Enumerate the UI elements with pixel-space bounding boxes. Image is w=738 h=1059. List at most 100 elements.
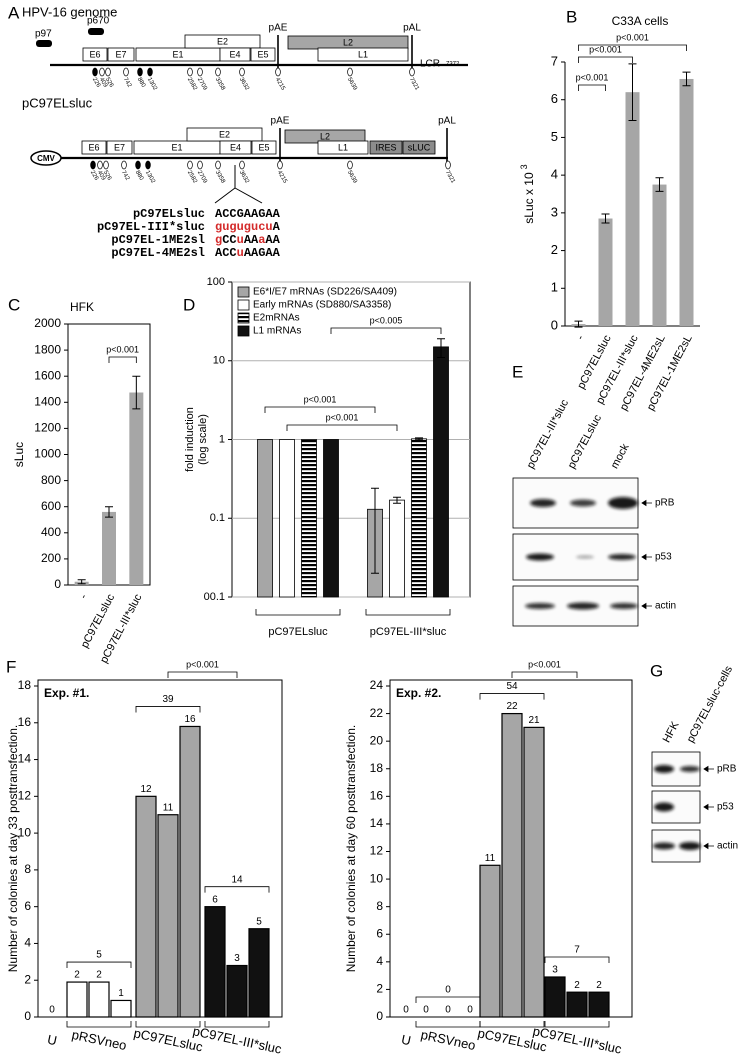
bar [411,438,427,598]
blot-band [654,802,674,812]
bar [598,218,613,326]
legend-swatch [237,299,250,311]
annotation: p<0.001 [106,344,139,354]
sequence-segment: ACCGAAGAA [215,207,281,221]
sequence-segment: u [237,246,244,260]
splice-site [121,160,127,170]
value-label: 1 [118,988,124,999]
value-label: 3 [234,953,240,964]
orf-box [250,47,276,62]
y-tick-label: 1600 [34,368,61,382]
group-total: 14 [231,874,243,885]
blot-band [608,497,638,509]
splice-site [92,67,98,77]
connector [214,187,236,204]
bracket [135,706,201,713]
bracket [255,609,341,616]
orf-label: E2 [219,129,230,139]
splice-site [215,67,221,77]
y-axis-label: sLuc x 10 3 [519,164,536,223]
y-tick-label: 14 [370,816,384,830]
bar [248,928,270,1018]
blot-band [570,499,596,507]
polya-label: pAL [403,23,421,34]
legend-swatch [237,286,250,298]
sequence-segment: AA [265,233,280,247]
y-tick-label: 7 [551,53,558,68]
bracket [66,1021,132,1028]
value-label: 21 [528,715,540,726]
site-number: 3632 [238,170,250,185]
protein-label: actin [655,601,676,612]
blot-band [567,602,599,610]
bar [226,964,248,1018]
chart-title: C33A cells [612,14,669,28]
y-tick-label: 1000 [34,447,61,461]
site-number: 4215 [274,77,286,92]
splice-site [239,160,245,170]
blot-band [576,555,594,559]
lane-label: pC97ELsluc-cells [685,664,736,745]
y-axis-label: fold induction [184,407,196,472]
y-tick-label: 10 [213,355,225,367]
y-axis-label-text: sLuc [12,442,26,467]
splice-site [99,67,105,77]
protein-label: pRB [717,764,737,775]
splice-site [105,67,111,77]
construct-name: pC97EL-III*sluc [97,220,205,234]
error-bar [655,177,664,192]
y-tick-label: 100 [207,276,225,288]
bracket [330,327,442,334]
bar [135,795,157,1018]
lcr-label: LCR [420,59,440,70]
error-bar [601,213,610,224]
construct-name: pC97EL-4ME2sl [111,246,205,260]
sequence-segment: u [237,233,244,247]
orf-box [402,140,436,155]
y-tick-label: 0 [54,577,61,591]
protein-label: pRB [655,498,675,509]
error-bar [628,63,637,121]
orf-box [251,140,277,155]
site-number: 7321 [444,170,456,185]
orf-label: E7 [114,142,125,152]
polya-label: pAE [271,116,290,127]
y-tick-label: 8 [376,899,383,913]
bar [652,184,667,326]
splice-site [123,67,129,77]
splice-site [215,160,221,170]
value-label: 2 [596,980,602,991]
y-tick-label: 4 [376,954,383,968]
bracket [415,996,481,1003]
bracket [286,424,398,431]
splice-site [135,160,141,170]
annotation: p<0.001 [528,659,561,669]
value-label: 2 [74,970,80,981]
orf-label: E6 [88,142,99,152]
y-axis-label: (log scale) [197,414,209,465]
site-number: 409 [98,77,109,89]
error-bar [371,487,379,574]
legend-swatch [237,312,250,324]
y-tick-label: 16 [370,789,384,803]
bar [179,725,201,1018]
value-label: 2 [96,970,102,981]
bracket [479,693,545,700]
splice-site [90,160,96,170]
sequence-segment: AA [244,233,259,247]
polya-label: pAE [269,23,288,34]
y-tick-label: 20 [370,733,384,747]
group-total: 39 [162,694,174,705]
bar [204,906,226,1018]
construct-name: pC97EL-1ME2sl [111,233,205,247]
site-number: 1302 [144,170,156,185]
orf-box [82,47,108,62]
polya-label: pAL [438,116,456,127]
y-tick-label: 0.1 [210,512,225,524]
bar [157,814,179,1018]
value-label: 0 [423,1005,429,1016]
blot-band [654,765,674,773]
value-label: 0 [403,1005,409,1016]
y-tick-label: 2 [551,242,558,257]
y-tick-label: 600 [41,499,61,513]
